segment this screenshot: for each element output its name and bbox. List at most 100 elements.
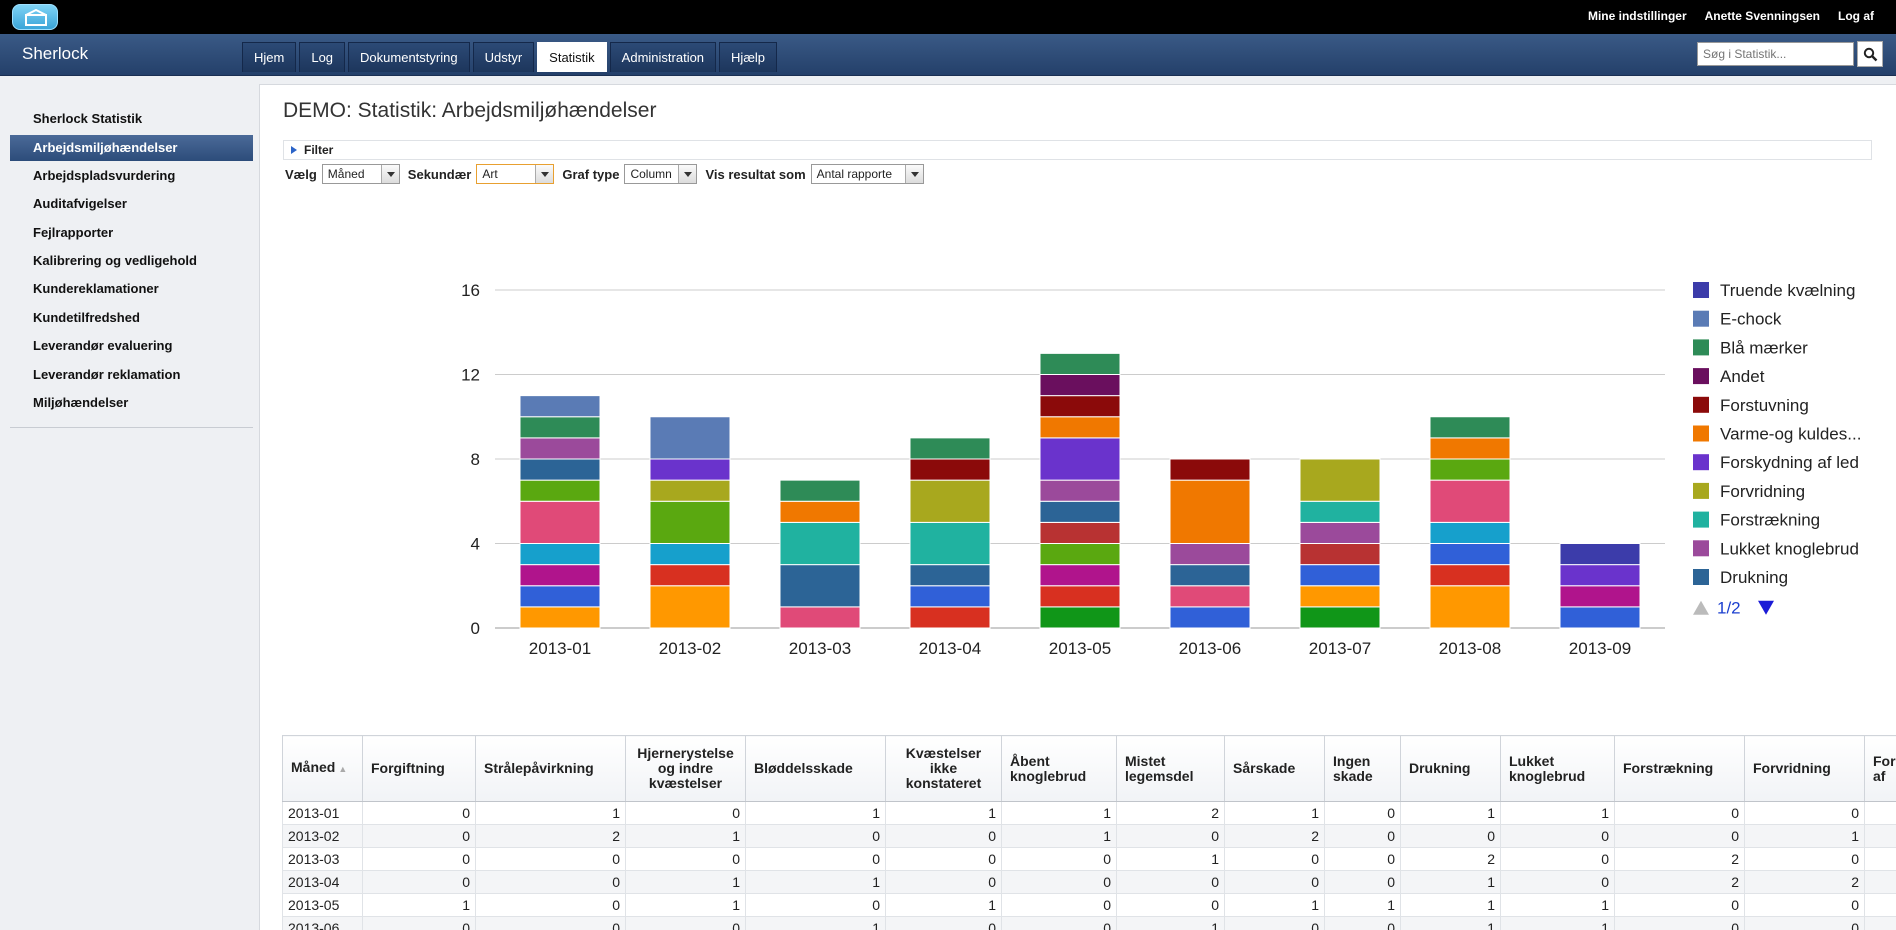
result-type-select[interactable]: Antal rapporte — [810, 164, 924, 184]
sidebar-item-leverandor-reklamation[interactable]: Leverandør reklamation — [33, 367, 181, 382]
column-header[interactable]: Kvæstelser ikke konstateret — [885, 735, 1002, 802]
sidebar-item-arbejdsmiljohaendelser[interactable]: Arbejdsmiljøhændelser — [10, 135, 253, 161]
y-tick-label: 12 — [461, 366, 480, 385]
column-header-label: Åbent knoglebrud — [1010, 752, 1087, 784]
my-settings-link[interactable]: Mine indstillinger — [1587, 9, 1687, 23]
legend-label: Forstuvning — [1720, 396, 1809, 415]
table-row: 2013-01 0 1 0 1 1 1 2 1 0 1 1 0 0 — [282, 801, 1896, 825]
bar-segment — [519, 437, 601, 460]
legend-label: Varme-og kuldes... — [1720, 425, 1861, 444]
column-header[interactable]: Drukning — [1400, 735, 1501, 802]
legend-swatch — [1693, 569, 1709, 585]
bar-segment — [649, 416, 731, 460]
bar-segment — [1169, 564, 1251, 587]
table-cell: 0 — [1224, 916, 1325, 930]
sidebar-item-leverandor-evaluering[interactable]: Leverandør evaluering — [33, 338, 173, 353]
table-cell: 1 — [1500, 893, 1615, 917]
bar-segment — [1559, 606, 1641, 629]
table-cell — [1864, 916, 1896, 930]
sidebar-item-arbejdspladsvurdering[interactable]: Arbejdspladsvurdering — [33, 168, 176, 183]
filter-label: Filter — [304, 143, 334, 157]
chart-type-select-value: Column — [630, 167, 672, 181]
column-header[interactable]: Ingen skade — [1324, 735, 1401, 802]
tab-hjem[interactable]: Hjem — [242, 42, 297, 72]
bar-segment — [1559, 564, 1641, 587]
column-header[interactable]: Strålepåvirkning — [475, 735, 626, 802]
column-header[interactable]: Åbent knoglebrud — [1001, 735, 1117, 802]
table-cell: 0 — [362, 870, 476, 894]
bar-segment — [1559, 543, 1641, 566]
chevron-down-icon — [380, 165, 399, 183]
stacked-column-chart: 0 4 8 12 16 2013-01 2013-02 2013-03 2013-04 2013-… — [461, 281, 1861, 658]
bar-segment — [1429, 585, 1511, 629]
sidebar-item-kalibrering[interactable]: Kalibrering og vedligehold — [33, 253, 197, 268]
table-cell: 1 — [1744, 824, 1865, 848]
tab-hjaelp[interactable]: Hjælp — [719, 42, 778, 72]
column-header[interactable]: Forvridning — [1744, 735, 1865, 802]
column-header[interactable]: Bløddelsskade — [745, 735, 886, 802]
table-cell: 2 — [1744, 870, 1865, 894]
data-table-container: Måned ▲ Forgiftning Strålepåvirkning Hjerner… — [282, 735, 1896, 930]
legend-prev-icon — [1693, 600, 1709, 615]
data-table: Måned ▲ Forgiftning Strålepåvirkning Hjerner… — [282, 735, 1896, 930]
table-cell: 0 — [1324, 801, 1401, 825]
tab-dokumentstyring[interactable]: Dokumentstyring — [348, 42, 470, 72]
table-row: 2013-05 1 0 1 0 1 0 0 1 1 1 1 0 0 — [282, 893, 1896, 917]
column-header-label: Sårskade — [1233, 760, 1296, 776]
bar-segment — [1299, 606, 1381, 629]
table-cell: 0 — [1614, 824, 1745, 848]
column-header[interactable]: Mistet legemsdel — [1116, 735, 1225, 802]
bar-segment — [649, 479, 731, 502]
search-input[interactable] — [1697, 42, 1854, 66]
sidebar-item-miljohaendelser[interactable]: Miljøhændelser — [33, 395, 129, 410]
column-header[interactable]: Forstrækning — [1614, 735, 1745, 802]
tab-statistik[interactable]: Statistik — [537, 42, 607, 72]
tab-log[interactable]: Log — [299, 42, 346, 72]
bar-segment — [779, 521, 861, 566]
bar-segment — [779, 606, 861, 629]
table-cell: 0 — [1744, 916, 1865, 930]
bar-segment — [519, 564, 601, 587]
table-cell: 1 — [1001, 824, 1117, 848]
column-header[interactable]: Måned ▲ — [282, 735, 363, 802]
column-header[interactable]: Lukket knoglebrud — [1500, 735, 1615, 802]
sidebar-item-auditafvigelser[interactable]: Auditafvigelser — [33, 196, 127, 211]
sidebar-item-kundereklamationer[interactable]: Kundereklamationer — [33, 281, 159, 296]
legend-next-icon[interactable] — [1758, 600, 1774, 615]
table-cell: 0 — [1744, 893, 1865, 917]
table-cell: 0 — [1116, 870, 1225, 894]
chart-type-select[interactable]: Column — [624, 164, 698, 184]
table-cell: 0 — [475, 870, 626, 894]
bar-segment — [1429, 564, 1511, 587]
bar-segment — [1169, 458, 1251, 481]
table-cell: 0 — [1500, 847, 1615, 871]
sidebar-item-kundetilfredshed[interactable]: Kundetilfredshed — [33, 310, 140, 325]
legend-label: Forskydning af led — [1720, 453, 1859, 472]
logout-link[interactable]: Log af — [1838, 9, 1874, 23]
bar-segment — [779, 500, 861, 523]
column-header[interactable]: Sårskade — [1224, 735, 1325, 802]
table-cell: 1 — [1224, 893, 1325, 917]
user-name-link[interactable]: Anette Svenningsen — [1704, 9, 1820, 23]
sidebar-item-fejlrapporter[interactable]: Fejlrapporter — [33, 225, 114, 240]
column-header[interactable]: Forgiftning — [362, 735, 476, 802]
table-cell: 1 — [625, 824, 746, 848]
table-cell: 0 — [1324, 824, 1401, 848]
tab-administration[interactable]: Administration — [609, 42, 717, 72]
filter-toggle[interactable]: Filter — [283, 140, 1872, 160]
legend-label: Truende kvælning — [1720, 281, 1855, 300]
column-header[interactable]: Hjernerystelse og indre kvæstelser — [625, 735, 746, 802]
column-header-label: Fors af — [1873, 752, 1896, 784]
column-header-label: Forgiftning — [371, 760, 445, 776]
secondary-select[interactable]: Art — [476, 164, 555, 184]
period-select[interactable]: Måned — [321, 164, 400, 184]
bar-segment — [519, 585, 601, 608]
app-logo[interactable] — [12, 4, 58, 30]
tab-udstyr[interactable]: Udstyr — [472, 42, 535, 72]
search-button[interactable] — [1857, 41, 1883, 67]
x-tick-label: 2013-04 — [919, 639, 981, 658]
table-cell: 0 — [745, 847, 886, 871]
table-cell: 0 — [475, 847, 626, 871]
secondary-select-value: Art — [482, 167, 498, 181]
column-header[interactable]: Fors af — [1864, 735, 1896, 802]
